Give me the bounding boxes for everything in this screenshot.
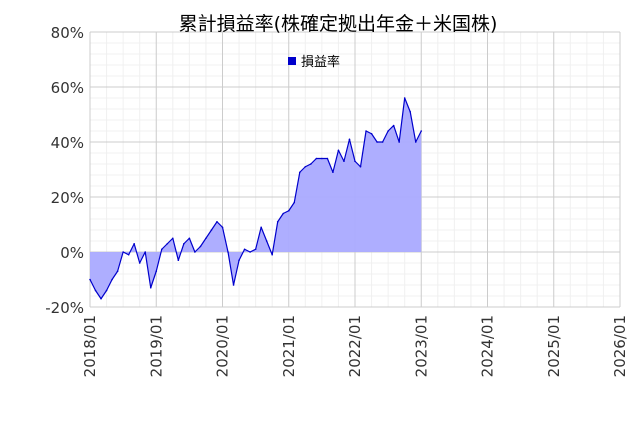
- data-point-2021/10: [337, 149, 340, 152]
- series-area-損益率: [90, 98, 422, 299]
- y-tick-labels: -20% 0% 20% 40% 60% 80%: [45, 24, 84, 317]
- data-point-2019/12: [216, 220, 218, 223]
- data-point-2022/09: [398, 141, 400, 143]
- data-point-2018/08: [127, 253, 130, 256]
- data-point-2021/11: [343, 160, 345, 163]
- data-point-2019/05: [177, 259, 180, 262]
- y-tick-label: 0%: [60, 244, 84, 262]
- data-point-2018/10: [138, 262, 141, 264]
- data-point-2022/03: [365, 130, 367, 132]
- y-tick-label: 20%: [51, 189, 84, 207]
- y-tick-label: -20%: [45, 299, 84, 317]
- data-point-2019/08: [194, 251, 196, 253]
- data-point-2020/04: [238, 259, 240, 262]
- data-point-2020/05: [243, 248, 246, 251]
- data-point-2020/12: [282, 212, 285, 215]
- data-point-2020/08: [260, 226, 262, 229]
- data-point-2020/02: [227, 251, 229, 253]
- x-tick-label: 2018/01: [81, 315, 99, 377]
- data-point-2018/05: [111, 278, 113, 281]
- data-point-2021/07: [321, 157, 323, 160]
- data-point-2020/03: [232, 284, 235, 286]
- data-point-2021/04: [304, 165, 307, 168]
- data-point-2022/10: [403, 97, 406, 99]
- legend-marker: [288, 57, 296, 65]
- x-tick-label: 2026/01: [611, 315, 629, 377]
- data-point-2018/11: [144, 251, 147, 253]
- data-point-2019/02: [160, 248, 163, 251]
- data-point-2022/04: [370, 132, 373, 135]
- data-point-2022/08: [392, 124, 395, 127]
- data-point-2022/12: [414, 141, 417, 143]
- area-layer: [90, 98, 422, 299]
- data-point-2022/06: [381, 141, 384, 143]
- data-point-2020/06: [249, 251, 251, 253]
- line-layer: [89, 97, 423, 300]
- data-point-2020/11: [276, 220, 279, 223]
- data-point-2019/10: [205, 237, 207, 240]
- data-point-2021/08: [326, 157, 329, 160]
- data-point-2019/11: [210, 229, 213, 231]
- data-point-2021/05: [310, 163, 312, 165]
- data-point-2018/07: [122, 251, 124, 253]
- data-point-2020/10: [271, 253, 273, 256]
- y-tick-label: 60%: [51, 79, 84, 97]
- x-tick-label: 2021/01: [280, 315, 298, 377]
- data-point-2020/09: [265, 240, 268, 242]
- x-tick-label: 2022/01: [346, 315, 364, 377]
- data-point-2019/07: [188, 237, 191, 240]
- data-point-2022/01: [354, 160, 356, 163]
- data-point-2022/05: [376, 141, 378, 143]
- data-point-2018/02: [94, 289, 97, 292]
- y-tick-label: 80%: [51, 24, 84, 42]
- x-tick-label: 2023/01: [412, 315, 430, 377]
- data-point-2020/07: [254, 248, 257, 251]
- data-point-2018/06: [116, 270, 119, 273]
- data-point-2021/03: [298, 171, 301, 174]
- x-tick-labels: 2018/01 2019/01 2020/01 2021/01 2022/01 2023/…: [81, 315, 629, 377]
- data-point-2019/03: [166, 242, 169, 245]
- x-tick-label: 2019/01: [147, 315, 165, 377]
- data-point-2021/01: [287, 209, 290, 212]
- data-point-2018/04: [105, 289, 108, 292]
- data-point-2018/09: [133, 242, 135, 245]
- data-point-2021/12: [348, 138, 351, 141]
- data-point-2022/07: [387, 130, 389, 132]
- data-point-2022/02: [359, 165, 362, 168]
- data-point-2021/06: [315, 157, 318, 160]
- data-point-2019/01: [155, 270, 158, 273]
- data-point-2021/09: [332, 171, 334, 174]
- data-point-2021/02: [293, 201, 296, 204]
- data-point-2020/01: [221, 226, 224, 229]
- data-point-2018/12: [149, 286, 152, 289]
- data-point-2023/01: [420, 130, 423, 132]
- x-tick-label: 2025/01: [545, 315, 563, 377]
- data-point-2018/01: [89, 278, 91, 281]
- chart-title: 累計損益率(株確定拠出年金＋米国株): [179, 13, 498, 35]
- x-tick-label: 2020/01: [214, 315, 232, 377]
- legend: 損益率: [288, 54, 340, 70]
- data-point-2019/04: [172, 237, 174, 240]
- x-tick-label: 2024/01: [479, 315, 497, 377]
- y-tick-label: 40%: [51, 134, 84, 152]
- data-point-2019/06: [183, 242, 185, 245]
- data-point-2022/11: [409, 110, 412, 113]
- data-point-2019/09: [199, 245, 202, 248]
- legend-label: 損益率: [301, 54, 340, 70]
- data-point-2018/03: [100, 297, 102, 300]
